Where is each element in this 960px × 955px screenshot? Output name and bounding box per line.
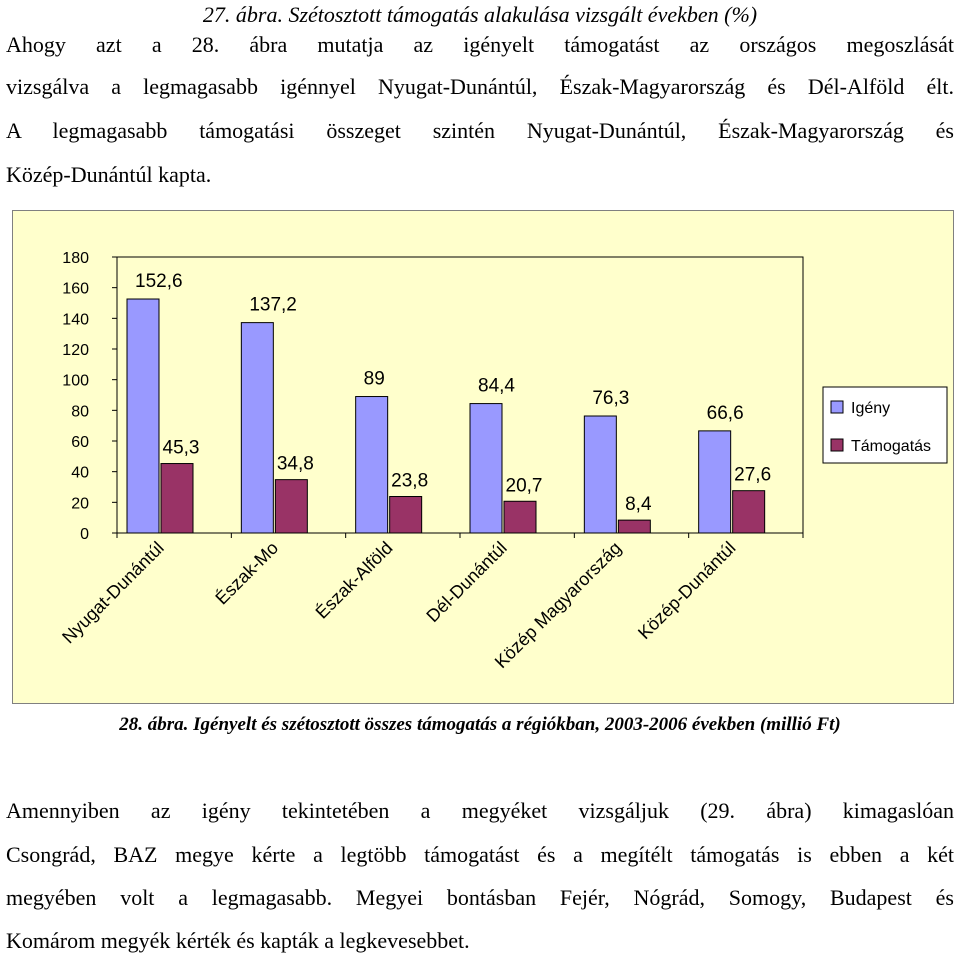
y-tick-label: 100	[62, 373, 89, 390]
y-tick-label: 0	[80, 526, 89, 543]
bar-igeny	[240, 322, 274, 534]
data-label-tamogatas: 8,4	[625, 494, 652, 515]
outro-line-1: Amennyiben az igény tekintetében a megyé…	[6, 798, 954, 823]
y-tick-label: 40	[71, 465, 89, 482]
x-category-label: Közép Magyarország	[491, 538, 625, 672]
data-label-tamogatas: 27,6	[734, 465, 771, 486]
bar-chart: 0 20 40 60 80 100 120 140 160 180 152,6 45,3 Nyugat-…	[58, 250, 948, 672]
x-category-label: Nyugat-Dunántúl	[58, 538, 168, 648]
bar-igeny	[583, 415, 617, 534]
legend-swatch-tamogatas	[830, 438, 844, 452]
intro-line-1: Ahogy azt a 28. ábra mutatja az igényelt…	[6, 32, 954, 57]
data-label-igeny: 84,4	[478, 376, 515, 397]
plot-frame	[116, 256, 804, 534]
bar-igeny	[126, 298, 160, 534]
bar-tamogatas	[503, 500, 537, 534]
figure-28-caption: 28. ábra. Igényelt és szétosztott összes…	[119, 714, 841, 735]
legend	[822, 386, 948, 464]
legend-swatch-igeny	[830, 400, 844, 414]
bar-tamogatas	[160, 463, 194, 534]
data-label-igeny: 89	[364, 369, 385, 390]
data-label-igeny: 152,6	[135, 271, 183, 292]
data-label-igeny: 137,2	[249, 295, 297, 316]
data-label-tamogatas: 20,7	[506, 475, 543, 496]
data-label-igeny: 76,3	[592, 388, 629, 409]
data-label-igeny: 66,6	[707, 403, 744, 424]
data-label-tamogatas: 45,3	[163, 438, 200, 459]
y-tick-label: 120	[62, 342, 89, 359]
legend-label-igeny: Igény	[851, 400, 890, 417]
legend-label-tamogatas: Támogatás	[851, 438, 931, 455]
y-tick-label: 180	[62, 250, 89, 267]
bar-tamogatas	[389, 496, 423, 534]
y-tick-label: 140	[62, 311, 89, 328]
bar-igeny	[469, 403, 503, 534]
y-tick-label: 20	[71, 495, 89, 512]
bar-tamogatas	[732, 490, 766, 534]
data-label-tamogatas: 23,8	[391, 471, 428, 492]
chart-area: 0 20 40 60 80 100 120 140 160 180 152,6 45,3 Nyugat-…	[12, 210, 954, 704]
outro-line-2: Csongrád, BAZ megye kérte a legtöbb támo…	[6, 842, 954, 867]
y-tick-label: 160	[62, 281, 89, 298]
bar-igeny	[355, 396, 389, 534]
bar-tamogatas	[617, 519, 651, 534]
intro-line-3: A legmagasabb támogatási összeget szinté…	[6, 118, 954, 143]
x-category-label: Észak-Mo	[211, 538, 282, 609]
y-tick-label: 80	[71, 403, 89, 420]
figure-27-caption: 27. ábra. Szétosztott támogatás alakulás…	[202, 2, 758, 27]
x-category-label: Dél-Dunántúl	[422, 538, 510, 626]
outro-line-4: Komárom megyék kérték és kapták a legkev…	[6, 928, 470, 953]
bar-tamogatas	[274, 479, 308, 534]
intro-line-2: vizsgálva a legmagasabb igénnyel Nyugat-…	[6, 74, 954, 99]
bar-igeny	[698, 430, 732, 534]
outro-line-3: megyében volt a legmagasabb. Megyei bont…	[6, 885, 954, 910]
intro-line-4: Közép-Dunántúl kapta.	[6, 162, 212, 187]
x-category-label: Észak-Alföld	[312, 538, 397, 623]
data-label-tamogatas: 34,8	[277, 454, 314, 475]
y-tick-label: 60	[71, 434, 89, 451]
x-category-label: Közép-Dunántúl	[634, 538, 739, 643]
